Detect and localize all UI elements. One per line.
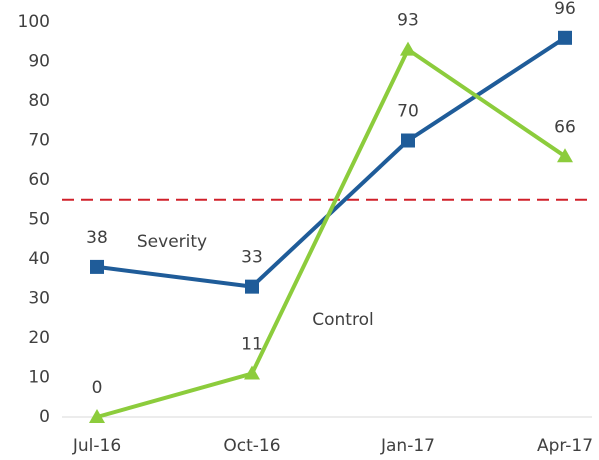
y-tick-label: 70: [28, 131, 50, 151]
marker: [558, 30, 572, 45]
y-tick-label: 0: [39, 407, 50, 427]
x-tick-label: Apr-17: [537, 436, 593, 456]
data-label: 11: [241, 335, 263, 355]
y-tick-label: 10: [28, 368, 50, 388]
marker: [401, 133, 415, 148]
marker: [244, 365, 260, 380]
data-label: 33: [241, 248, 263, 268]
series-label: Severity: [137, 232, 207, 252]
marker: [557, 148, 573, 163]
marker: [400, 41, 416, 56]
x-tick-label: Jul-16: [72, 436, 121, 456]
y-tick-label: 90: [28, 52, 50, 72]
marker: [90, 259, 104, 274]
x-tick-label: Oct-16: [223, 436, 280, 456]
data-label: 93: [397, 11, 419, 31]
y-tick-label: 60: [28, 170, 50, 190]
y-tick-label: 80: [28, 91, 50, 111]
series-label: Control: [312, 310, 373, 330]
x-tick-label: Jan-17: [380, 436, 435, 456]
y-tick-label: 20: [28, 328, 50, 348]
y-tick-label: 100: [18, 12, 50, 32]
y-tick-label: 50: [28, 210, 50, 230]
data-label: 38: [86, 228, 108, 248]
y-tick-label: 30: [28, 289, 50, 309]
data-label: 66: [554, 117, 576, 137]
data-label: 0: [92, 378, 103, 398]
series-line: [96, 47, 567, 419]
marker: [89, 409, 105, 423]
marker: [245, 279, 259, 294]
data-label: 96: [554, 0, 576, 19]
data-label: 70: [397, 102, 419, 122]
y-tick-label: 40: [28, 249, 50, 269]
